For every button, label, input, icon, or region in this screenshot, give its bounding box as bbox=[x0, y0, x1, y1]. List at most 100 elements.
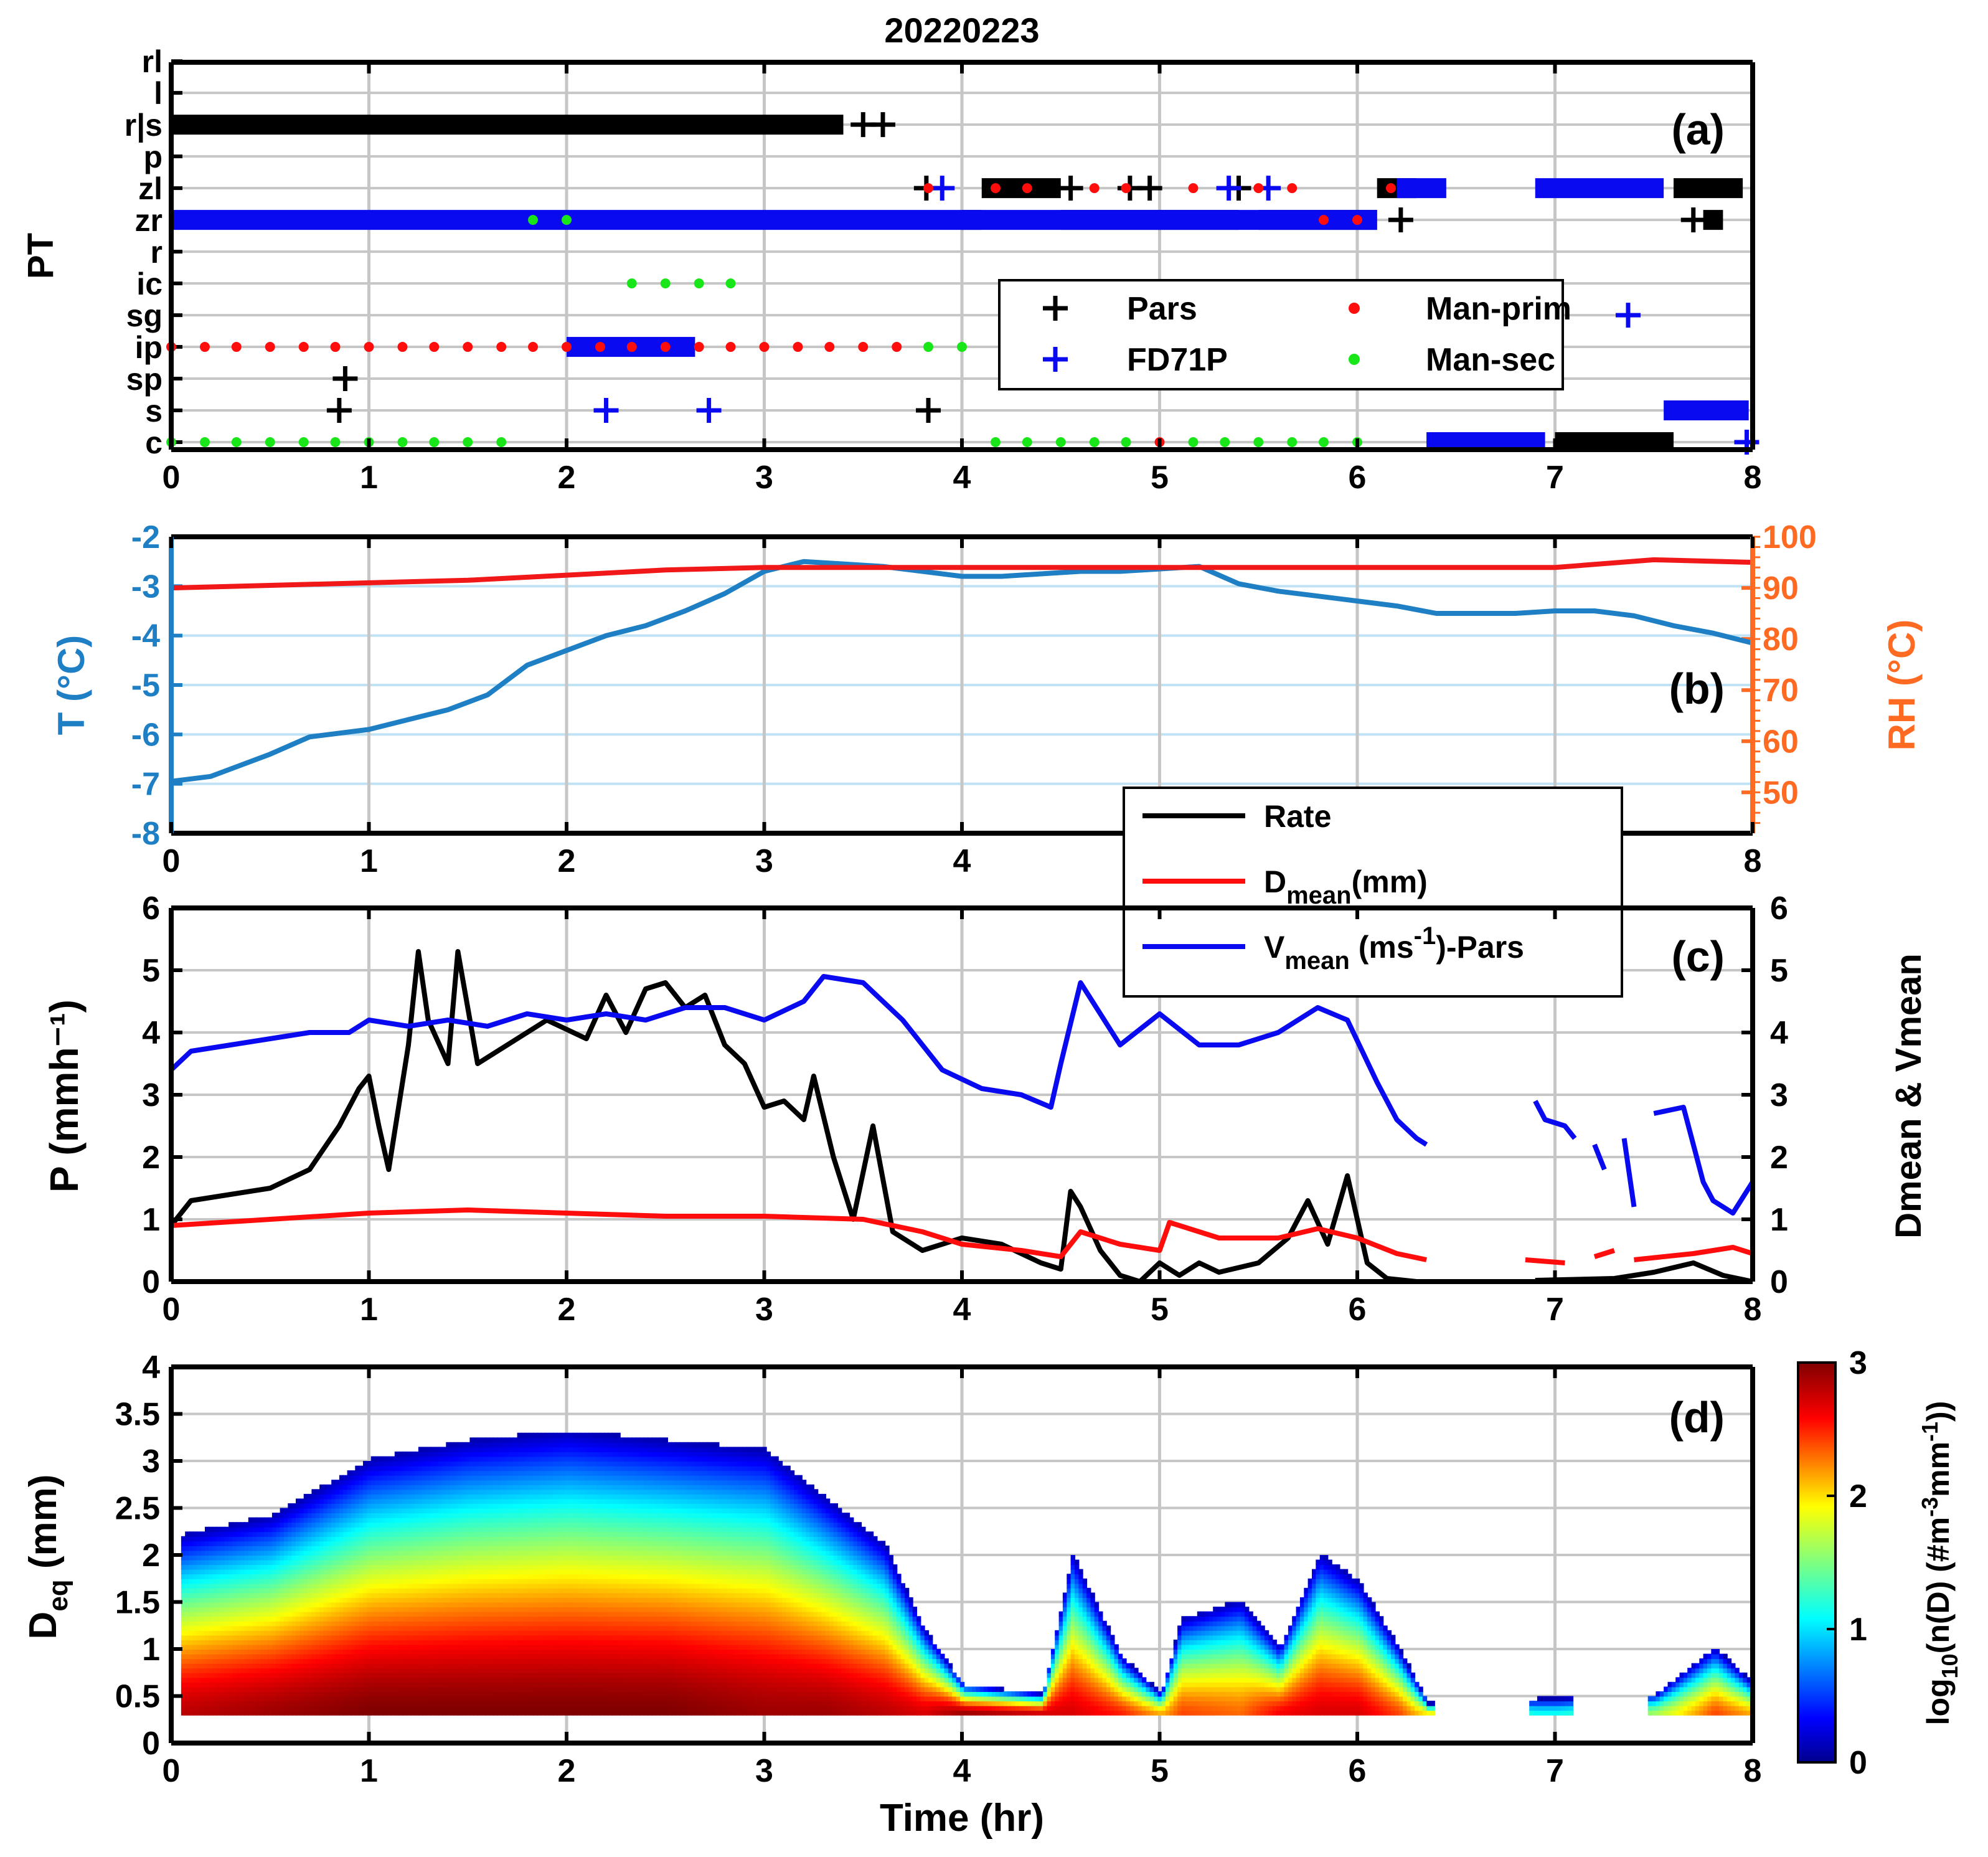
heatmap-cell bbox=[398, 1493, 403, 1500]
heatmap-cell bbox=[232, 1545, 237, 1551]
heatmap-cell bbox=[205, 1526, 210, 1533]
heatmap-cell bbox=[192, 1555, 198, 1561]
heatmap-cell bbox=[343, 1569, 348, 1575]
heatmap-cell bbox=[343, 1480, 348, 1485]
heatmap-cell bbox=[458, 1635, 463, 1640]
category-label-ip: ip bbox=[135, 330, 163, 365]
heatmap-cell bbox=[394, 1710, 400, 1716]
man-sec-point bbox=[1089, 437, 1100, 447]
series-vmean bbox=[1653, 1105, 1755, 1216]
heatmap-cell bbox=[450, 1475, 455, 1481]
heatmap-cell bbox=[454, 1691, 459, 1697]
heatmap-cell bbox=[481, 1513, 486, 1518]
heatmap-cell bbox=[327, 1531, 332, 1537]
heatmap-cell bbox=[426, 1559, 431, 1566]
heatmap-cell bbox=[481, 1461, 486, 1467]
heatmap-cell bbox=[296, 1701, 301, 1706]
heatmap-cell bbox=[458, 1649, 463, 1655]
heatmap-cell bbox=[351, 1470, 356, 1476]
heatmap-cell bbox=[497, 1559, 502, 1566]
heatmap-cell bbox=[398, 1630, 403, 1636]
heatmap-cell bbox=[323, 1625, 328, 1631]
heatmap-cell bbox=[271, 1545, 277, 1551]
heatmap-cell bbox=[434, 1663, 439, 1669]
heatmap-cell bbox=[390, 1672, 395, 1678]
heatmap-cell bbox=[414, 1522, 419, 1528]
heatmap-cell bbox=[236, 1597, 242, 1603]
heatmap-cell bbox=[224, 1653, 230, 1660]
heatmap-cell bbox=[525, 1451, 530, 1457]
heatmap-cell bbox=[529, 1677, 534, 1683]
heatmap-cell bbox=[493, 1686, 498, 1692]
heatmap-cell bbox=[205, 1541, 210, 1546]
heatmap-cell bbox=[426, 1503, 431, 1509]
heatmap-cell bbox=[446, 1668, 451, 1673]
heatmap-cell bbox=[296, 1681, 301, 1688]
heatmap-cell bbox=[426, 1513, 431, 1518]
heatmap-cell bbox=[209, 1653, 214, 1660]
heatmap-cell bbox=[232, 1574, 237, 1579]
heatmap-cell bbox=[256, 1681, 261, 1688]
heatmap-cell bbox=[268, 1668, 273, 1673]
heatmap-cell bbox=[466, 1513, 471, 1518]
heatmap-cell bbox=[387, 1639, 392, 1645]
heatmap-cell bbox=[450, 1649, 455, 1655]
heatmap-cell bbox=[410, 1668, 415, 1673]
heatmap-cell bbox=[308, 1508, 313, 1514]
heatmap-cell bbox=[418, 1686, 423, 1692]
heatmap-cell bbox=[402, 1672, 407, 1678]
heatmap-cell bbox=[351, 1569, 356, 1575]
heatmap-cell bbox=[513, 1663, 518, 1669]
heatmap-cell bbox=[509, 1663, 514, 1669]
heatmap-cell bbox=[379, 1663, 384, 1669]
heatmap-cell bbox=[398, 1583, 403, 1589]
heatmap-cell bbox=[200, 1620, 205, 1627]
category-label-sp: sp bbox=[126, 362, 163, 397]
heatmap-cell bbox=[323, 1592, 328, 1598]
heatmap-cell bbox=[505, 1630, 510, 1636]
heatmap-cell bbox=[434, 1696, 439, 1702]
heatmap-cell bbox=[268, 1616, 273, 1622]
heatmap-cell bbox=[521, 1583, 526, 1589]
heatmap-cell bbox=[212, 1686, 218, 1692]
heatmap-cell bbox=[513, 1701, 518, 1706]
heatmap-cell bbox=[418, 1620, 423, 1627]
y2-tick-label: 90 bbox=[1763, 570, 1799, 607]
heatmap-cell bbox=[394, 1578, 400, 1584]
heatmap-cell bbox=[319, 1653, 324, 1660]
man-sec-point bbox=[330, 437, 341, 447]
heatmap-cell bbox=[458, 1639, 463, 1645]
y-axis-label: T (°C) bbox=[50, 635, 92, 735]
heatmap-cell bbox=[481, 1583, 486, 1589]
heatmap-cell bbox=[390, 1681, 395, 1688]
heatmap-cell bbox=[331, 1639, 336, 1645]
heatmap-cell bbox=[379, 1475, 384, 1481]
heatmap-cell bbox=[505, 1705, 510, 1711]
heatmap-cell bbox=[454, 1447, 459, 1452]
man-prim-point bbox=[1121, 183, 1131, 194]
heatmap-cell bbox=[442, 1691, 447, 1697]
heatmap-cell bbox=[529, 1672, 534, 1678]
heatmap-cell bbox=[497, 1536, 502, 1542]
heatmap-cell bbox=[319, 1649, 324, 1655]
heatmap-cell bbox=[529, 1447, 534, 1452]
heatmap-cell bbox=[244, 1536, 249, 1542]
heatmap-cell bbox=[485, 1526, 491, 1533]
heatmap-cell bbox=[315, 1620, 321, 1627]
heatmap-cell bbox=[489, 1705, 494, 1711]
heatmap-cell bbox=[268, 1526, 273, 1533]
heatmap-cell bbox=[264, 1564, 269, 1570]
heatmap-cell bbox=[430, 1607, 435, 1612]
heatmap-cell bbox=[485, 1508, 491, 1514]
heatmap-cell bbox=[489, 1681, 494, 1688]
heatmap-cell bbox=[406, 1508, 412, 1514]
heatmap-cell bbox=[422, 1465, 427, 1472]
heatmap-cell bbox=[311, 1531, 316, 1537]
heatmap-cell bbox=[248, 1649, 253, 1655]
heatmap-cell bbox=[481, 1451, 486, 1457]
heatmap-cell bbox=[331, 1536, 336, 1542]
heatmap-cell bbox=[252, 1696, 257, 1702]
heatmap-cell bbox=[217, 1663, 222, 1669]
heatmap-cell bbox=[489, 1437, 494, 1443]
heatmap-cell bbox=[390, 1522, 395, 1528]
